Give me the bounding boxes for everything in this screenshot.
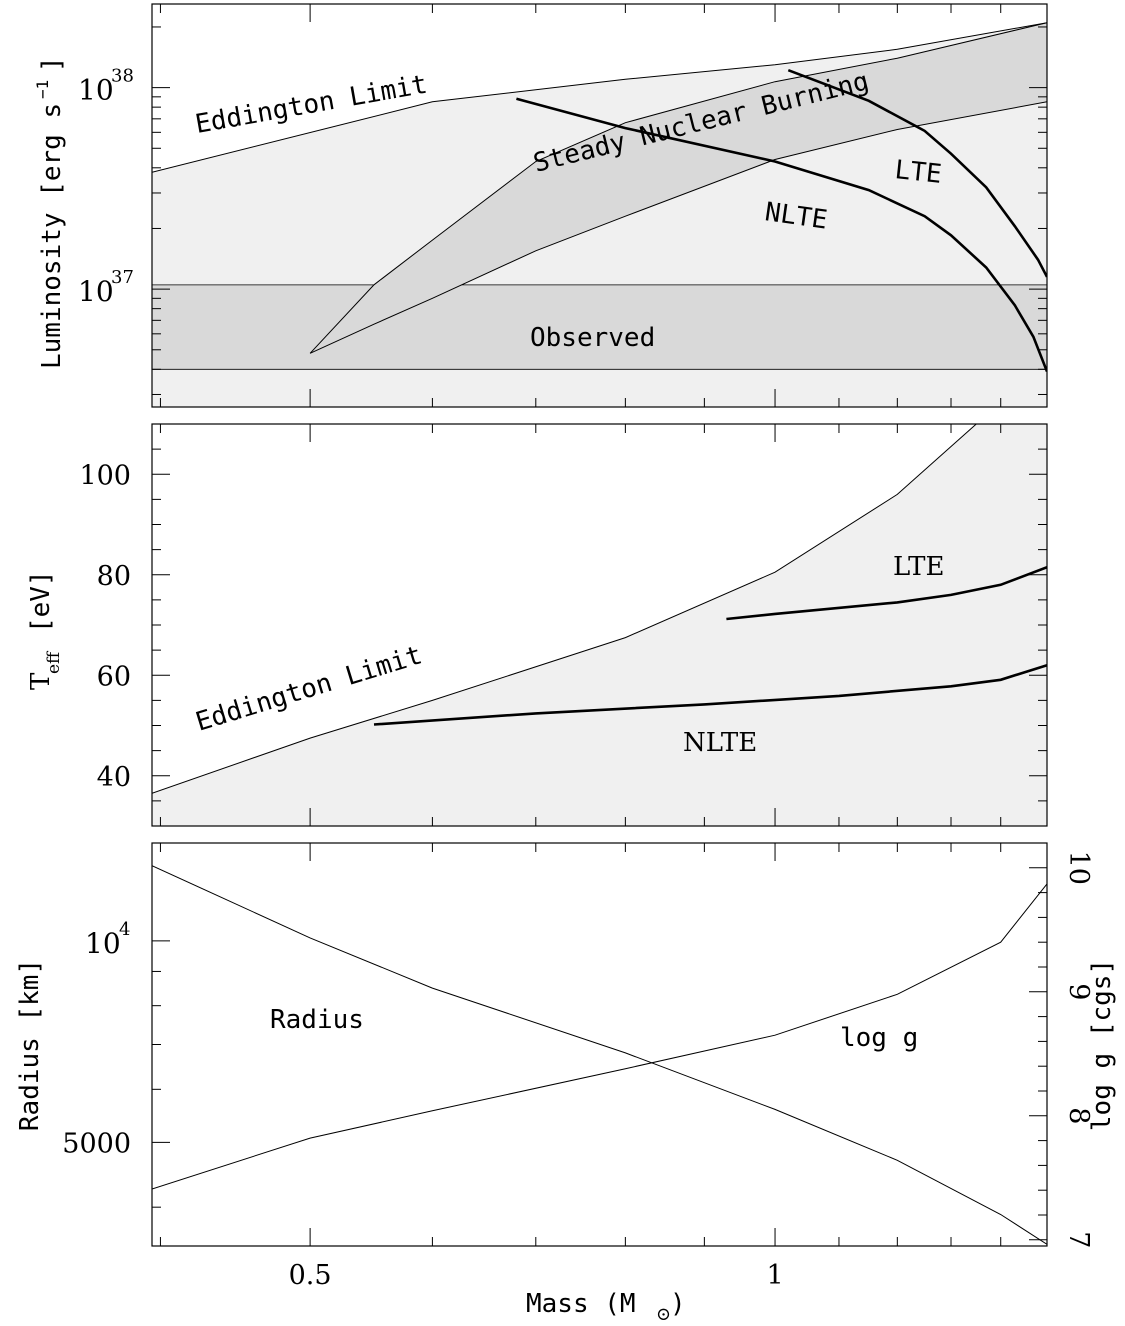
radius-label: Radius <box>270 1005 364 1035</box>
luminosity-axis-label-close: ] <box>37 56 67 72</box>
y-tick-label: 40 <box>97 762 131 793</box>
observed-label: Observed <box>530 323 655 353</box>
x-tick-labels: 0.5 1 <box>289 1260 784 1291</box>
y2-tick-label: 9 <box>1063 983 1094 1000</box>
lte-label: LTE <box>893 155 943 190</box>
y-tick-label-exponent: 37 <box>111 267 134 288</box>
y2-tick-label: 10 <box>1063 851 1094 885</box>
radius-plot-area <box>152 865 1047 1245</box>
radius-axis-label: Radius [km] <box>15 959 45 1131</box>
y-tick-label: 60 <box>97 661 131 692</box>
y-tick-label: 100 <box>79 460 131 491</box>
y-tick-label: 80 <box>97 561 131 592</box>
luminosity-axis-label-text: Luminosity [erg s <box>37 103 67 369</box>
y-tick-label: 10 <box>78 74 114 107</box>
y2-tick-label: 8 <box>1063 1107 1094 1124</box>
eddington-limit-line <box>152 22 1047 173</box>
eddington-limit-line <box>152 424 977 794</box>
teff-axis-label-unit: [eV] <box>26 570 56 633</box>
observed-band <box>152 284 1047 370</box>
y2-tick-label: 7 <box>1063 1231 1094 1248</box>
sun-symbol: ⊙ <box>656 1304 671 1325</box>
x-tick-label: 1 <box>766 1260 783 1291</box>
teff-axis-label-subscript: eff <box>44 650 64 674</box>
lte-line <box>726 565 1047 621</box>
x-axis-label-text: Mass (M <box>526 1289 636 1319</box>
sub-eddington-region <box>152 424 1047 826</box>
radius-line <box>152 865 1047 1245</box>
y-tick-label-exponent: 38 <box>111 66 134 87</box>
y-tick-label: 10 <box>78 275 114 308</box>
y-tick-label-exponent: 4 <box>119 919 130 940</box>
logg-axis-label: log g [cgs] <box>1087 959 1117 1131</box>
lte-line <box>787 68 1047 278</box>
y-tick-label: 10 <box>85 927 121 960</box>
steady-burning-upper-line <box>309 22 1047 354</box>
nlte-line <box>516 97 1047 372</box>
x-axis-label-close: ) <box>670 1289 686 1319</box>
teff-axis-label-text: T <box>26 672 56 690</box>
luminosity-axis-label: Luminosity [erg s −1] <box>33 56 67 369</box>
steady-burning-band <box>310 22 1047 354</box>
luminosity-plot-area <box>152 22 1047 407</box>
logg-label: log g <box>840 1023 918 1053</box>
luminosity-axis-label-exponent: −1 <box>33 80 52 99</box>
nlte-line <box>373 663 1047 726</box>
x-axis-label: Mass (M ⊙ ) <box>526 1289 686 1325</box>
temperature-plot-area <box>152 424 1047 826</box>
logg-line <box>152 883 1047 1190</box>
plot-frame <box>151 3 1048 408</box>
lte-label: LTE <box>893 552 944 582</box>
y-tick-label: 5000 <box>62 1128 131 1159</box>
steady-burning-lower-line <box>309 101 1047 354</box>
x-tick-label: 0.5 <box>289 1260 332 1291</box>
nlte-label: NLTE <box>683 728 757 758</box>
